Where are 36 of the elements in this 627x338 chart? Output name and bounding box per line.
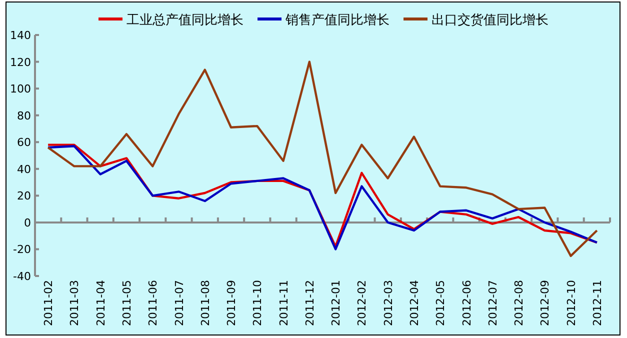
x-tick-label: 2011-03 xyxy=(68,280,82,326)
y-tick-label: 60 xyxy=(17,136,31,150)
x-tick-label: 2012-07 xyxy=(486,280,500,326)
legend-label: 工业总产值同比增长 xyxy=(126,13,244,28)
x-tick-label: 2012-04 xyxy=(408,280,421,326)
y-tick-label: -40 xyxy=(13,270,31,283)
x-tick-label: 2011-05 xyxy=(120,280,134,326)
y-tick-label: 100 xyxy=(10,82,31,96)
line-series xyxy=(46,60,598,258)
y-tick-label: 40 xyxy=(17,162,31,176)
y-tick-label: 20 xyxy=(17,190,31,203)
x-tick-label: 2011-09 xyxy=(225,280,238,326)
y-tick-label: 0 xyxy=(24,216,31,230)
x-tick-label: 2012-11 xyxy=(590,280,604,326)
x-tick-label: 2011-12 xyxy=(303,280,316,326)
legend-label: 出口交货值同比增长 xyxy=(432,12,548,28)
x-tick-label: 2011-06 xyxy=(146,280,160,326)
y-tick-label: 120 xyxy=(10,56,31,69)
x-tick-label: 2011-11 xyxy=(277,280,290,326)
y-tick-label: -20 xyxy=(13,243,31,256)
legend-label: 销售产值同比增长 xyxy=(284,13,390,28)
x-tick-label: 2012-08 xyxy=(512,280,526,326)
x-tick-label: 2011-07 xyxy=(172,280,186,326)
x-tick-label: 2011-10 xyxy=(251,280,264,326)
x-tick-label: 2012-06 xyxy=(460,280,474,326)
y-tick-label: 80 xyxy=(17,109,31,122)
x-tick-label: 2012-03 xyxy=(382,280,395,326)
x-tick-label: 2012-02 xyxy=(356,280,369,326)
x-tick-label: 2012-09 xyxy=(538,280,552,326)
x-tick-label: 2011-02 xyxy=(42,280,56,326)
x-tick-label: 2012-01 xyxy=(330,280,343,326)
x-tick-label: 2011-08 xyxy=(198,280,212,326)
x-tick-label: 2012-10 xyxy=(564,280,578,326)
y-tick-label: 140 xyxy=(10,29,31,42)
x-tick-label: 2012-05 xyxy=(434,280,448,326)
x-tick-label: 2011-04 xyxy=(94,280,108,326)
